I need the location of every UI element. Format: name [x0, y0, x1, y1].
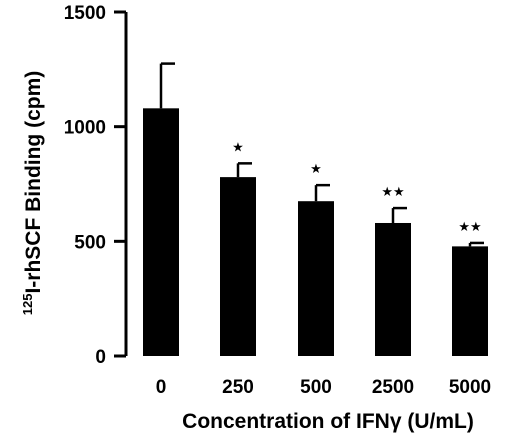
significance-mark: ★★	[381, 185, 404, 200]
x-tick-label: 250	[222, 377, 254, 398]
significance-mark: ★★	[458, 220, 481, 235]
y-axis-title-text: I-rhSCF Binding (cpm)	[22, 71, 45, 294]
bar	[143, 108, 179, 356]
ticks: 0 500 1000 1500 0 250 500 2500 5000	[64, 3, 491, 398]
y-tick-label: 1500	[64, 3, 106, 24]
bar	[298, 201, 334, 356]
y-axis-title-superscript: 125	[20, 294, 35, 316]
y-tick-label: 0	[95, 347, 106, 368]
x-tick-label: 2500	[372, 377, 414, 398]
x-tick-label: 0	[156, 377, 167, 398]
significance-mark: ★	[232, 140, 244, 155]
bar	[452, 246, 488, 356]
x-tick-label: 500	[300, 377, 332, 398]
y-tick-label: 500	[74, 232, 106, 253]
x-tick-label: 5000	[449, 377, 491, 398]
x-axis-title: Concentration of IFNγ (U/mL)	[182, 410, 474, 433]
y-axis-title: 125I-rhSCF Binding (cpm)	[20, 71, 45, 316]
bar	[220, 177, 256, 356]
y-tick-label: 1000	[64, 118, 106, 139]
bar	[375, 222, 411, 356]
axes	[114, 10, 128, 358]
bars: ★★★★★★	[143, 62, 488, 356]
significance-mark: ★	[310, 162, 322, 177]
